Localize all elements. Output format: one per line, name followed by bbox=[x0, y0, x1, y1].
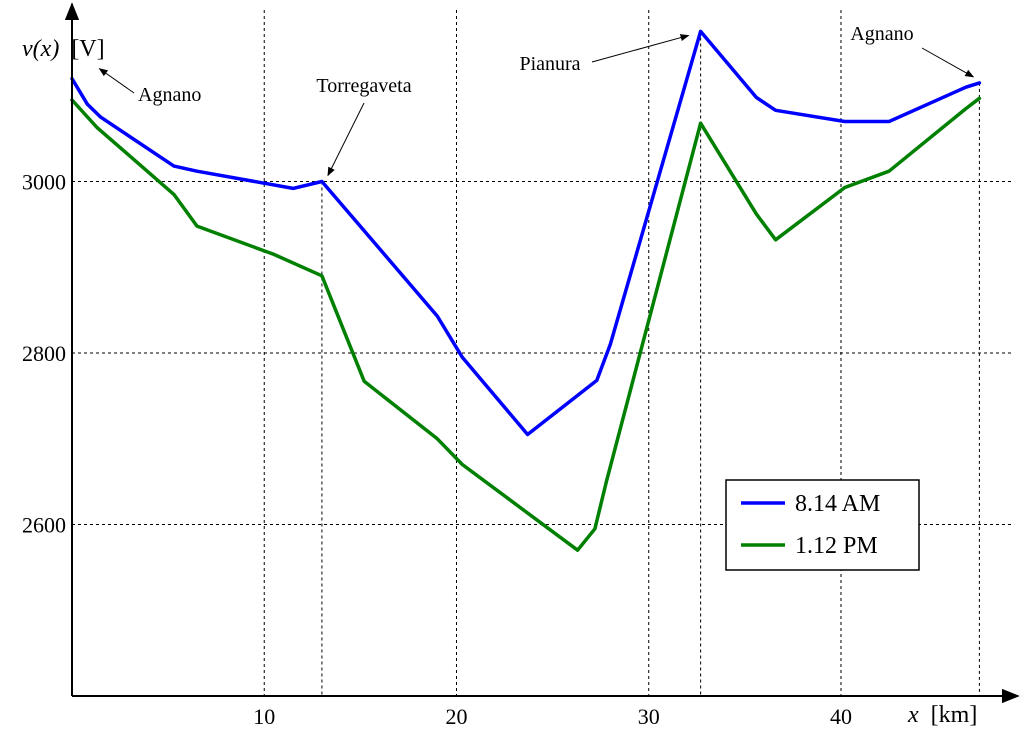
x-label-unit: [km] bbox=[931, 702, 978, 728]
legend-label-series-2: 1.12 PM bbox=[795, 533, 878, 559]
annotations: Agnano Torregaveta Pianura Agnano bbox=[98, 23, 975, 177]
legend-box bbox=[725, 479, 920, 571]
axes bbox=[64, 2, 1020, 704]
y-label-var-pre: v( bbox=[22, 36, 43, 62]
y-label-unit: [V] bbox=[71, 36, 104, 62]
tick-labels: 10 20 30 40 2600 2800 3000 bbox=[22, 170, 852, 730]
annotation-arrow bbox=[921, 47, 975, 78]
reference-vlines bbox=[321, 31, 980, 696]
legend: 8.14 AM 1.12 PM bbox=[725, 479, 920, 571]
legend-label-series-1: 8.14 AM bbox=[795, 491, 880, 517]
series-layer bbox=[70, 29, 982, 552]
annotation-arrow bbox=[98, 68, 135, 94]
annotation-label: Agnano bbox=[850, 23, 913, 45]
series-line-1 bbox=[70, 29, 982, 437]
annotation-arrow bbox=[327, 102, 365, 177]
grid bbox=[72, 10, 1014, 696]
x-tick-label: 10 bbox=[253, 704, 275, 729]
y-label-var-mid: x bbox=[40, 36, 52, 62]
annotation-arrow bbox=[591, 34, 690, 63]
x-axis-label: x [km] bbox=[907, 702, 977, 728]
y-label-var-post: ) bbox=[49, 36, 59, 62]
x-tick-label: 20 bbox=[445, 704, 467, 729]
x-tick-label: 30 bbox=[638, 704, 660, 729]
y-axis-label: v(x) [V] bbox=[22, 36, 105, 62]
y-tick-label: 3000 bbox=[22, 170, 66, 195]
x-tick-label: 40 bbox=[830, 704, 852, 729]
annotation-label: Pianura bbox=[519, 53, 580, 75]
series-line-2 bbox=[70, 96, 982, 552]
x-label-var: x bbox=[907, 702, 919, 728]
y-tick-label: 2800 bbox=[22, 341, 66, 366]
annotation-label: Torregaveta bbox=[316, 75, 411, 97]
annotation-label: Agnano bbox=[138, 84, 201, 106]
y-tick-label: 2600 bbox=[22, 513, 66, 538]
